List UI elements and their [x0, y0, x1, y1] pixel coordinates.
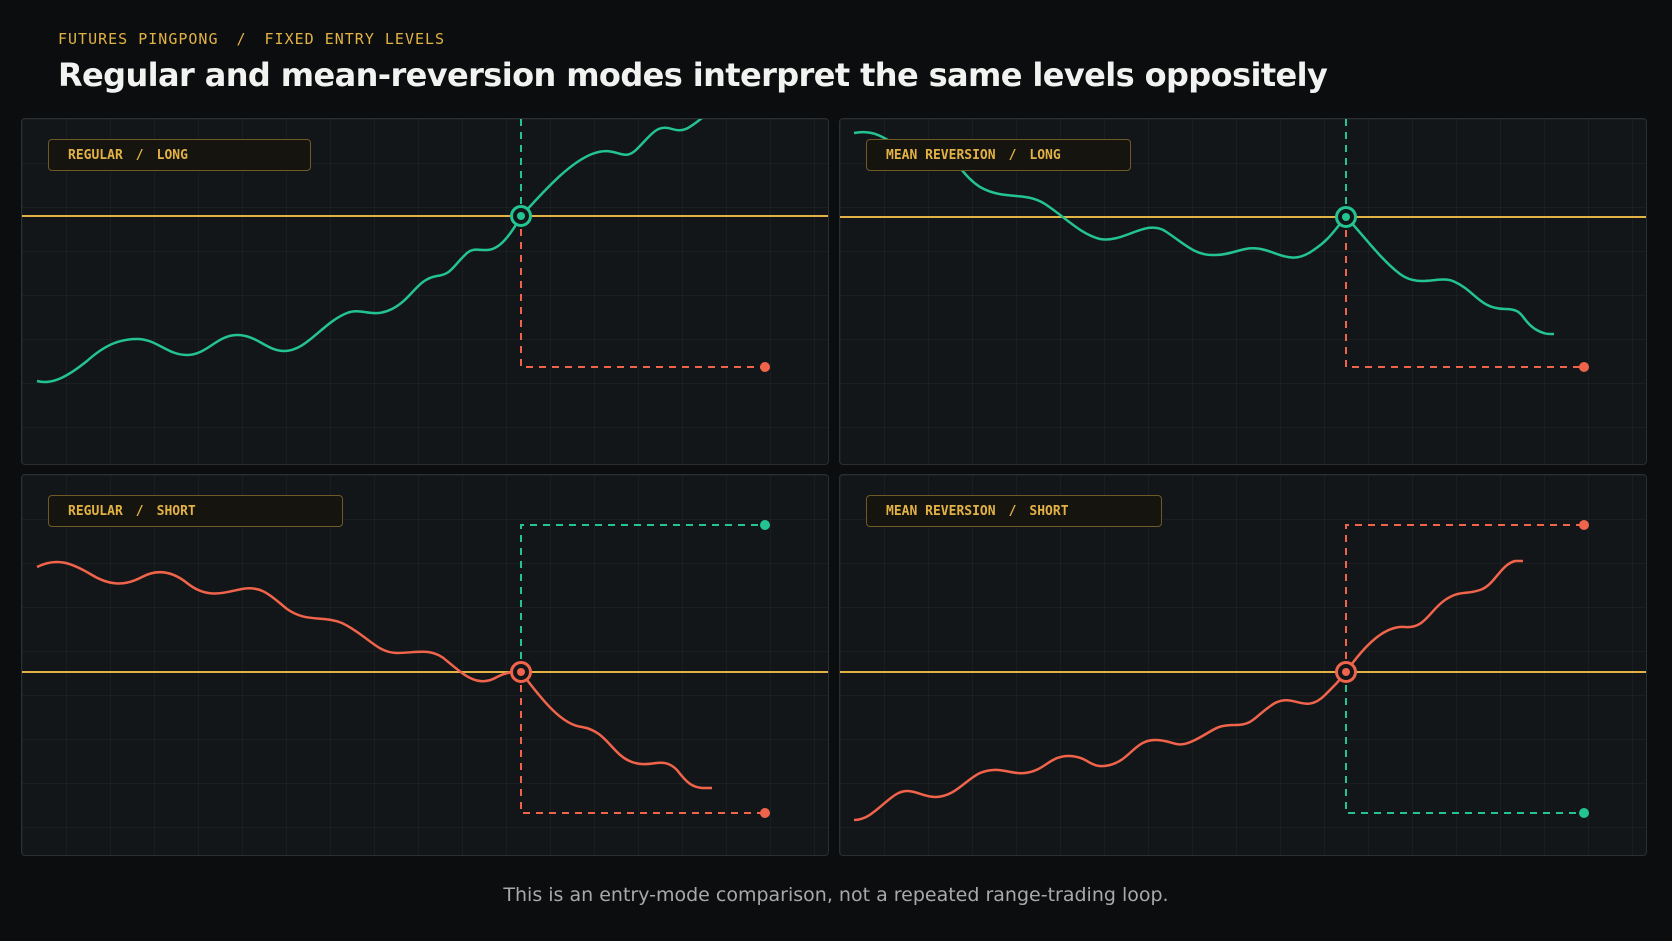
mode-tag: MEAN REVERSION / LONG	[866, 139, 1131, 171]
mode-label: REGULAR	[68, 147, 123, 163]
entry-marker-core	[517, 668, 525, 676]
footer-note: This is an entry-mode comparison, not a …	[503, 884, 1169, 906]
eyebrow-separator: /	[236, 30, 247, 48]
panel-regular-short: REGULAR / SHORT	[21, 474, 829, 856]
eyebrow-right: FIXED ENTRY LEVELS	[264, 30, 446, 48]
entry-marker-core	[1342, 668, 1350, 676]
regular-long-diagram	[22, 119, 828, 384]
eyebrow: FUTURES PINGPONG / FIXED ENTRY LEVELS	[58, 30, 445, 48]
target-marker	[760, 520, 770, 530]
price-path	[36, 560, 712, 790]
panel-regular-long: REGULAR / LONG	[21, 118, 829, 465]
stop-path-dashed	[520, 672, 765, 814]
stop-path-dashed	[1345, 524, 1584, 672]
eyebrow-left: FUTURES PINGPONG	[58, 30, 219, 48]
side-label: SHORT	[1029, 503, 1069, 519]
mode-label: MEAN REVERSION	[886, 147, 996, 163]
side-label: LONG	[1029, 147, 1061, 163]
target-marker	[1579, 808, 1589, 818]
tag-separator: /	[1008, 147, 1017, 163]
entry-marker-core	[1342, 213, 1350, 221]
price-path	[853, 559, 1523, 822]
stop-marker	[1579, 362, 1589, 372]
mode-tag: MEAN REVERSION / SHORT	[866, 495, 1162, 527]
stop-marker	[760, 808, 770, 818]
tag-separator: /	[1008, 503, 1017, 519]
side-label: SHORT	[156, 503, 196, 519]
stop-path-dashed	[520, 216, 765, 368]
panel-mean-reversion-short: MEAN REVERSION / SHORT	[839, 474, 1647, 856]
page-title: Regular and mean-reversion modes interpr…	[58, 56, 1328, 94]
panel-mean-reversion-long: MEAN REVERSION / LONG	[839, 118, 1647, 465]
regular-short-diagram	[22, 520, 828, 818]
mode-tag: REGULAR / SHORT	[48, 495, 343, 527]
stop-marker	[1579, 520, 1589, 530]
price-path	[36, 119, 703, 384]
tag-separator: /	[135, 147, 144, 163]
target-path-dashed	[1345, 672, 1584, 814]
side-label: LONG	[156, 147, 188, 163]
stop-path-dashed	[1345, 217, 1584, 368]
entry-marker-core	[517, 212, 525, 220]
mode-label: MEAN REVERSION	[886, 503, 996, 519]
tag-separator: /	[135, 503, 144, 519]
mode-label: REGULAR	[68, 503, 123, 519]
mode-tag: REGULAR / LONG	[48, 139, 311, 171]
target-path-dashed	[520, 524, 765, 672]
mean-reversion-short-diagram	[840, 520, 1646, 822]
stop-marker	[760, 362, 770, 372]
